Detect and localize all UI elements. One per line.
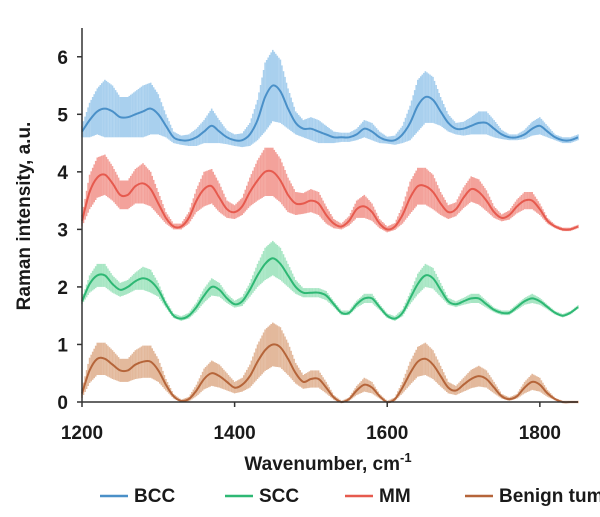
x-tick-label: 1400 [213,423,255,444]
legend-label: BCC [134,486,175,507]
series-line-mm [81,169,579,231]
y-tick-label: 5 [57,105,68,126]
y-tick-label: 3 [57,220,68,241]
legend-item-mm: MM [345,486,411,507]
legend-label: SCC [259,486,299,507]
legend-label: MM [379,486,411,507]
legend-item-bcc: BCC [100,486,175,507]
legend: BCC SCC MM Benign tumor [100,486,600,507]
x-tick-label: 1200 [61,423,103,444]
series-line-bcc [81,84,579,142]
y-tick-label: 2 [57,278,68,299]
x-ticks: 1200 1400 1600 1800 [61,402,561,444]
y-tick-label: 4 [57,163,68,184]
legend-item-benign-tumor: Benign tumor [465,486,600,507]
series-line-benign-tumor [81,343,578,404]
error-band-bcc [81,49,579,148]
x-tick-label: 1800 [519,423,561,444]
x-axis-title: Wavenumber, cm-1 [244,450,411,475]
y-tick-label: 6 [57,48,68,69]
y-axis-title: Raman intensity, a.u. [14,122,35,311]
y-ticks: 0 1 2 3 4 5 6 [57,48,82,414]
x-tick-label: 1600 [366,423,408,444]
std-bands [81,49,579,404]
error-band-scc [81,240,579,321]
mean-lines [81,84,579,404]
legend-item-scc: SCC [225,486,299,507]
legend-label: Benign tumor [499,486,600,507]
y-tick-label: 0 [57,393,68,414]
series-line-scc [81,257,579,320]
y-tick-label: 1 [57,335,68,356]
